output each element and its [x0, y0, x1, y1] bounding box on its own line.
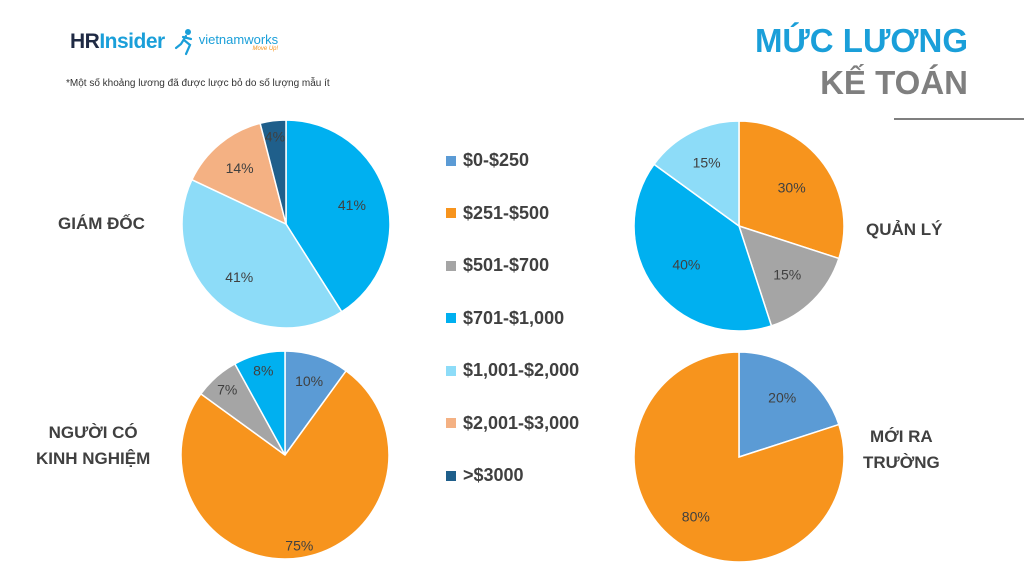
legend-item: >$3000: [446, 465, 524, 486]
vietnamworks-logo: vietnamworks Move Up!: [173, 28, 278, 56]
pie-slice: [653, 120, 740, 228]
legend-item: $251-$500: [446, 203, 549, 224]
pie-chart: 30% 15% 40% 15%: [633, 120, 845, 332]
footnote: *Một số khoảng lương đã được lược bỏ do …: [66, 78, 330, 89]
legend-label: $501-$700: [463, 255, 550, 275]
page-title-line1: MỨC LƯƠNG: [754, 22, 968, 59]
pie-slice-label: 41%: [338, 197, 366, 213]
pie-slice-label: 4%: [265, 128, 285, 144]
pie-slice: [738, 351, 840, 459]
legend-label: $2,001-$3,000: [463, 412, 580, 433]
legend-item: $701-$1,000: [446, 308, 564, 329]
legend-swatch: [446, 155, 456, 166]
legend-swatch: [446, 313, 456, 323]
pie-chart: 10% 75% 7% 8%: [180, 350, 390, 560]
pie-slice: [190, 122, 288, 226]
pie-slice-label: 8%: [253, 362, 273, 378]
logo-vn-main-text: vietnamworks: [198, 31, 279, 47]
pie-chart: 20% 80%: [633, 351, 845, 563]
legend-item: $1,001-$2,000: [446, 360, 579, 381]
pie-title-quan-ly: QUẢN LÝ: [866, 220, 943, 239]
legend-item: $2,001-$3,000: [446, 413, 579, 434]
pie-slice: [181, 178, 343, 329]
pie-slice-label: 15%: [773, 266, 801, 282]
pie-slice-label: 75%: [285, 537, 313, 553]
pie-title-line: KINH NGHIỆM: [36, 448, 151, 468]
legend-label: >$3000: [463, 465, 524, 485]
legend-swatch: [446, 208, 456, 218]
pie-title-line: TRƯỜNG: [863, 452, 940, 472]
legend-swatch: [446, 418, 456, 428]
pie-slice-label: 41%: [225, 269, 253, 285]
pie-title-nguoi-co-kinh-nghiem: NGƯỜI CÓ KINH NGHIỆM: [36, 420, 150, 471]
pie-title-moi-ra-truong: MỚI RA TRƯỜNG: [863, 424, 940, 475]
legend-label: $251-$500: [463, 202, 550, 223]
pie-slice: [233, 350, 286, 456]
pie-slice-label: 10%: [295, 373, 323, 389]
pie-chart: 41% 41% 14% 4%: [181, 119, 391, 329]
logo-vn-tagline: Move Up!: [252, 45, 279, 52]
pie-slice-label: 15%: [693, 154, 721, 170]
logo-hr-text: HR: [70, 30, 100, 53]
pie-slice: [633, 163, 773, 332]
title-divider: [894, 118, 1024, 120]
hrinsider-logo: HRInsider: [70, 30, 165, 54]
pie-slice: [738, 120, 845, 260]
pie-slice-label: 40%: [672, 256, 700, 272]
legend-label: $701-$1,000: [463, 307, 565, 328]
pie-slice-label: 14%: [226, 160, 254, 176]
brand-logos: HRInsider vietnamworks Move Up!: [70, 28, 278, 56]
legend-swatch: [446, 470, 456, 481]
pie-title-line: MỚI RA: [870, 427, 933, 446]
runner-icon: [174, 29, 192, 56]
legend-label: $0-$250: [463, 150, 530, 170]
pie-title-giam-doc: GIÁM ĐỐC: [58, 214, 145, 233]
pie-slice-label: 20%: [768, 390, 796, 406]
page-title-line2: KẾ TOÁN: [820, 64, 968, 101]
legend-swatch: [446, 260, 456, 271]
legend-swatch: [446, 365, 456, 376]
pie-slice: [259, 119, 287, 225]
legend-label: $1,001-$2,000: [463, 360, 580, 380]
pie-slice-label: 30%: [778, 180, 806, 196]
pie-slice: [633, 351, 845, 563]
legend-item: $501-$700: [446, 255, 549, 276]
pie-slice-label: 80%: [682, 508, 710, 524]
logo-insider-text: Insider: [99, 30, 165, 53]
legend-item: $0-$250: [446, 150, 529, 171]
pie-title-line: NGƯỜI CÓ: [48, 423, 138, 442]
pie-slice-label: 7%: [217, 381, 237, 397]
